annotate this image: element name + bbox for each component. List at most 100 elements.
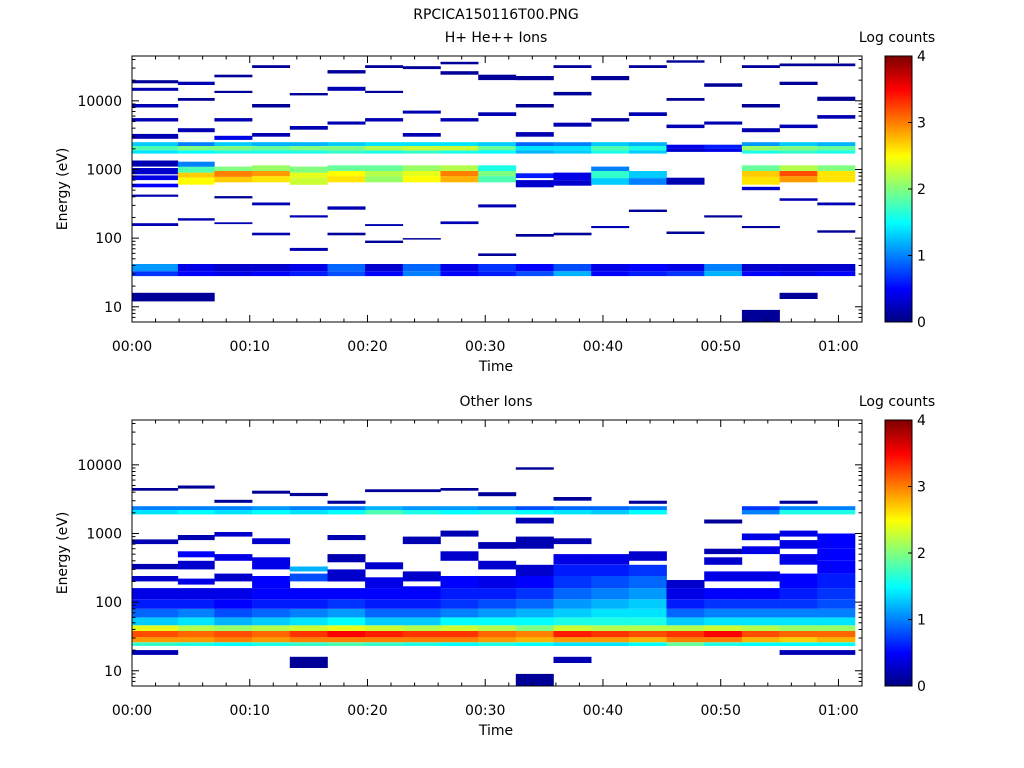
heatmap-cell [440,165,479,171]
colorbar-segment [885,267,912,271]
heatmap-cell [591,637,630,643]
heatmap-cell [817,202,856,206]
heatmap-cell [666,231,705,234]
heatmap-cell [817,599,856,609]
heatmap-cell [553,142,592,146]
colorbar-segment [885,582,912,585]
heatmap-cell [327,510,366,515]
heatmap-cell [289,172,328,178]
heatmap-cell [327,176,366,183]
heatmap-cell [478,510,517,515]
heatmap-cell [741,150,780,154]
heatmap-cell [779,554,818,565]
heatmap-cell [779,171,818,177]
heatmap-cell [252,557,291,570]
heatmap-cell [132,642,179,646]
heatmap-cell [177,271,215,277]
heatmap-cell [628,510,667,515]
heatmap-cell [478,576,517,589]
colorbar-segment [885,83,912,86]
heatmap-cell [515,234,554,237]
colorbar-segment [885,110,912,113]
heatmap-cell [779,63,818,67]
heatmap-cell [779,599,818,609]
heatmap-cell [289,573,328,582]
colorbar-segment [885,211,912,215]
heatmap-cell [440,271,479,277]
colorbar-segment [885,525,912,529]
colorbar-segment [885,588,912,591]
heatmap-cell [553,150,592,154]
heatmap-cell [252,150,291,154]
colorbar-segment [885,580,912,583]
heatmap-cell [252,165,291,171]
colorbar-segment [885,546,912,550]
colorbar-segment [885,207,912,211]
colorbar-segment [885,58,912,61]
heatmap-cell [628,564,667,576]
colorbar-segment [885,128,912,132]
heatmap-cell [132,194,179,197]
x-tick-label: 01:00 [818,339,858,355]
colorbar-segment [885,542,912,546]
heatmap-cell [817,271,856,277]
colorbar-segment [885,465,912,469]
heatmap-cell [132,80,179,84]
heatmap-cell [478,264,517,272]
heatmap-cell [132,271,179,277]
heatmap-cell [515,506,554,510]
colorbar-segment [885,569,912,573]
heatmap-cell [365,146,404,151]
x-tick-label: 00:30 [465,339,505,355]
heatmap-cell [214,642,253,646]
heatmap-cell [553,146,592,151]
heatmap-cell [365,90,404,93]
heatmap-cell [440,488,479,491]
heatmap-cells [132,467,856,686]
colorbar-segment [885,503,912,506]
heatmap-cell [402,146,441,151]
heatmap-cell [817,510,856,515]
heatmap-cell [252,142,291,146]
heatmap-cell [591,118,630,122]
figure-title: RPCICA150116T00.PNG [413,7,578,23]
heatmap-cell [628,271,667,277]
heatmap-cell [365,489,404,493]
colorbar-segment [885,426,912,429]
colorbar-segment [885,434,912,438]
colorbar-segment [885,602,912,606]
heatmap-cell [132,292,179,302]
colorbar-segment [885,455,912,458]
heatmap-cell [177,292,215,302]
heatmap-cell [478,176,517,183]
heatmap-cell [628,264,667,272]
heatmap-cell [132,510,179,515]
heatmap-cell [591,564,630,576]
heatmap-cell [741,104,780,108]
heatmap-cell [440,599,479,609]
heatmap-cell [515,76,554,81]
colorbar-segment [885,463,912,467]
heatmap-cell [553,564,592,576]
plot-frame [131,419,863,687]
heatmap-cell [177,535,215,541]
heatmap-cell [817,642,856,646]
heatmap-cell [252,176,291,183]
colorbar-segment [885,149,912,153]
heatmap-cell [365,562,404,570]
colorbar-segment [885,249,912,252]
heatmap-cell [402,66,441,70]
heatmap-cell [741,642,780,646]
colorbar-segment [885,265,912,269]
colorbar-segment [885,644,912,648]
colorbar-segment [885,299,912,302]
heatmap-cell [289,510,328,515]
x-tick-label: 00:20 [347,703,387,719]
colorbar-segment [885,609,912,612]
heatmap-cell [214,90,253,93]
heatmap-cell [214,599,253,609]
colorbar-segment [885,301,912,304]
heatmap-cell [327,70,366,74]
heatmap-cell [704,557,743,565]
